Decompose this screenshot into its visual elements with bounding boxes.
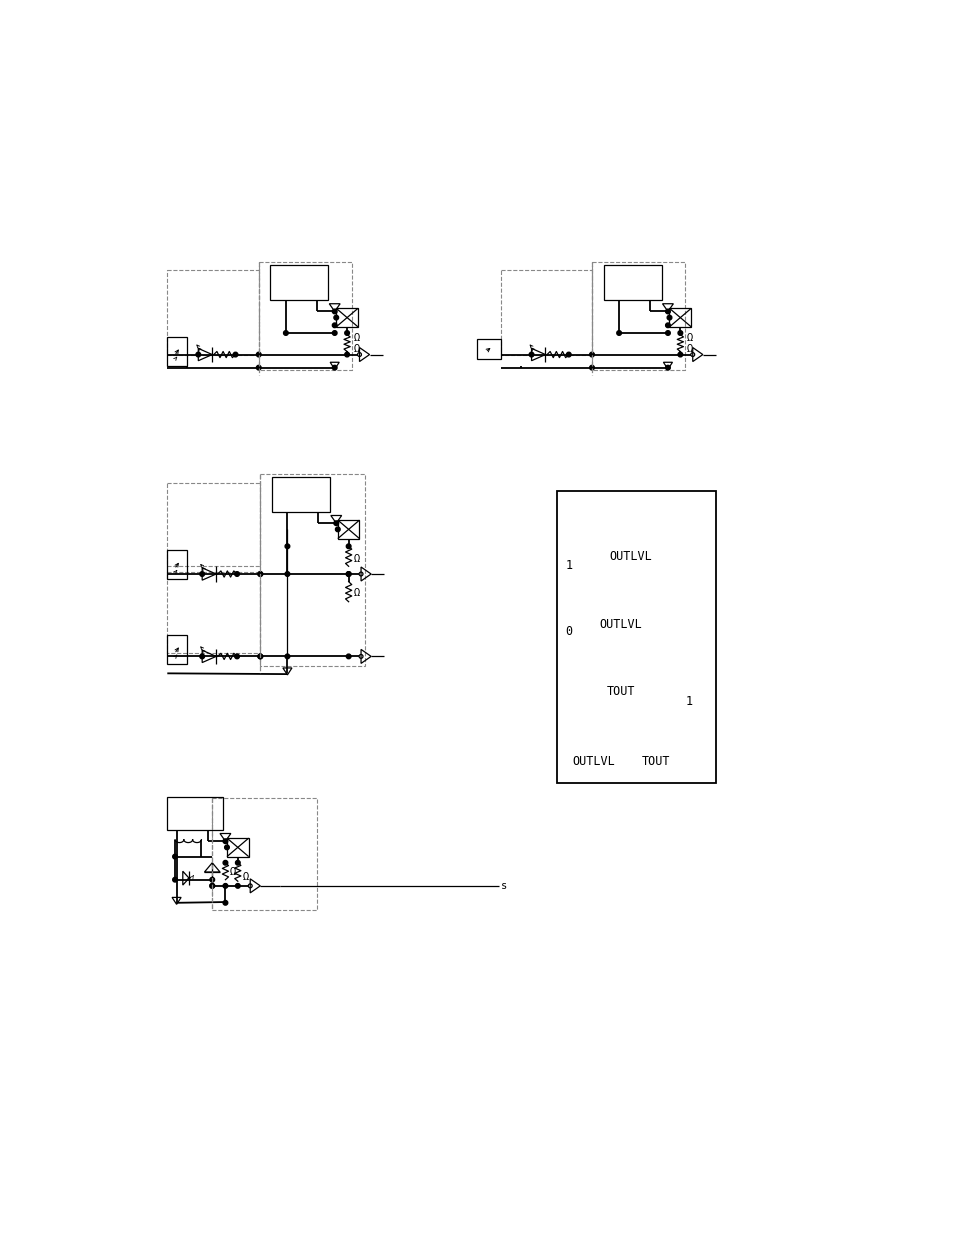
Text: 0: 0	[564, 625, 572, 638]
Circle shape	[257, 655, 262, 658]
Text: Ω: Ω	[353, 588, 359, 598]
Bar	[669, 309, 691, 327]
Text: Ω: Ω	[242, 872, 249, 882]
Circle shape	[665, 309, 670, 314]
Circle shape	[257, 572, 262, 577]
Circle shape	[665, 331, 670, 336]
Bar	[476, 340, 500, 359]
Circle shape	[285, 655, 290, 658]
Circle shape	[566, 352, 571, 357]
Bar	[603, 266, 661, 300]
Text: s: s	[500, 881, 506, 890]
Bar	[500, 270, 592, 354]
Text: Ω: Ω	[353, 553, 359, 563]
Circle shape	[195, 352, 200, 357]
Circle shape	[332, 366, 336, 370]
Text: Ω: Ω	[686, 333, 692, 343]
Bar	[337, 520, 359, 538]
Circle shape	[234, 655, 239, 658]
Text: Ω: Ω	[353, 345, 359, 354]
Circle shape	[224, 845, 229, 850]
Bar	[227, 839, 249, 857]
Text: Ω: Ω	[230, 867, 236, 877]
Circle shape	[666, 315, 671, 320]
Circle shape	[346, 655, 351, 658]
Circle shape	[223, 861, 228, 864]
Circle shape	[199, 572, 204, 577]
Circle shape	[678, 352, 682, 357]
Circle shape	[223, 900, 228, 905]
Circle shape	[210, 877, 214, 882]
Bar	[167, 337, 187, 366]
Circle shape	[334, 315, 338, 320]
Circle shape	[234, 572, 239, 577]
Circle shape	[678, 331, 682, 336]
Bar	[270, 266, 328, 300]
Circle shape	[334, 521, 338, 526]
Bar	[272, 477, 330, 511]
Circle shape	[172, 855, 177, 858]
Circle shape	[210, 883, 214, 888]
Text: TOUT: TOUT	[606, 684, 635, 698]
Circle shape	[235, 861, 240, 864]
Circle shape	[210, 883, 214, 888]
Circle shape	[589, 352, 594, 357]
Circle shape	[332, 309, 336, 314]
Circle shape	[665, 324, 670, 327]
Circle shape	[285, 543, 290, 548]
Bar	[335, 309, 357, 327]
Bar	[167, 797, 223, 830]
Bar	[167, 270, 258, 354]
Bar	[557, 490, 716, 783]
Circle shape	[332, 324, 336, 327]
Circle shape	[285, 572, 290, 577]
Text: OUTLVL: OUTLVL	[609, 550, 652, 563]
Text: 1: 1	[684, 694, 692, 708]
Text: OUTLVL: OUTLVL	[598, 618, 641, 631]
Circle shape	[257, 655, 262, 658]
Circle shape	[617, 331, 620, 336]
Text: TOUT: TOUT	[641, 756, 670, 768]
Circle shape	[235, 883, 240, 888]
Bar	[167, 550, 187, 579]
Circle shape	[199, 655, 204, 658]
Circle shape	[665, 366, 670, 370]
Circle shape	[223, 883, 228, 888]
Circle shape	[335, 527, 340, 531]
Text: Ω: Ω	[353, 333, 359, 343]
Circle shape	[233, 352, 237, 357]
Circle shape	[346, 572, 351, 577]
Circle shape	[256, 352, 261, 357]
Bar	[260, 474, 365, 667]
Bar	[167, 572, 260, 652]
Circle shape	[346, 572, 351, 577]
Text: OUTLVL: OUTLVL	[572, 756, 615, 768]
Circle shape	[256, 366, 261, 370]
Bar	[592, 262, 684, 370]
Circle shape	[172, 877, 177, 882]
Bar	[167, 483, 260, 567]
Circle shape	[344, 352, 349, 357]
Circle shape	[257, 572, 262, 577]
Circle shape	[223, 839, 228, 844]
Circle shape	[344, 331, 349, 336]
Circle shape	[529, 352, 534, 357]
Bar	[258, 262, 352, 370]
Bar	[167, 635, 187, 664]
Circle shape	[346, 543, 351, 548]
Circle shape	[332, 331, 336, 336]
Text: Ω: Ω	[686, 345, 692, 354]
Text: 1: 1	[564, 559, 572, 572]
Bar	[212, 798, 316, 910]
Circle shape	[283, 331, 288, 336]
Circle shape	[589, 366, 594, 370]
